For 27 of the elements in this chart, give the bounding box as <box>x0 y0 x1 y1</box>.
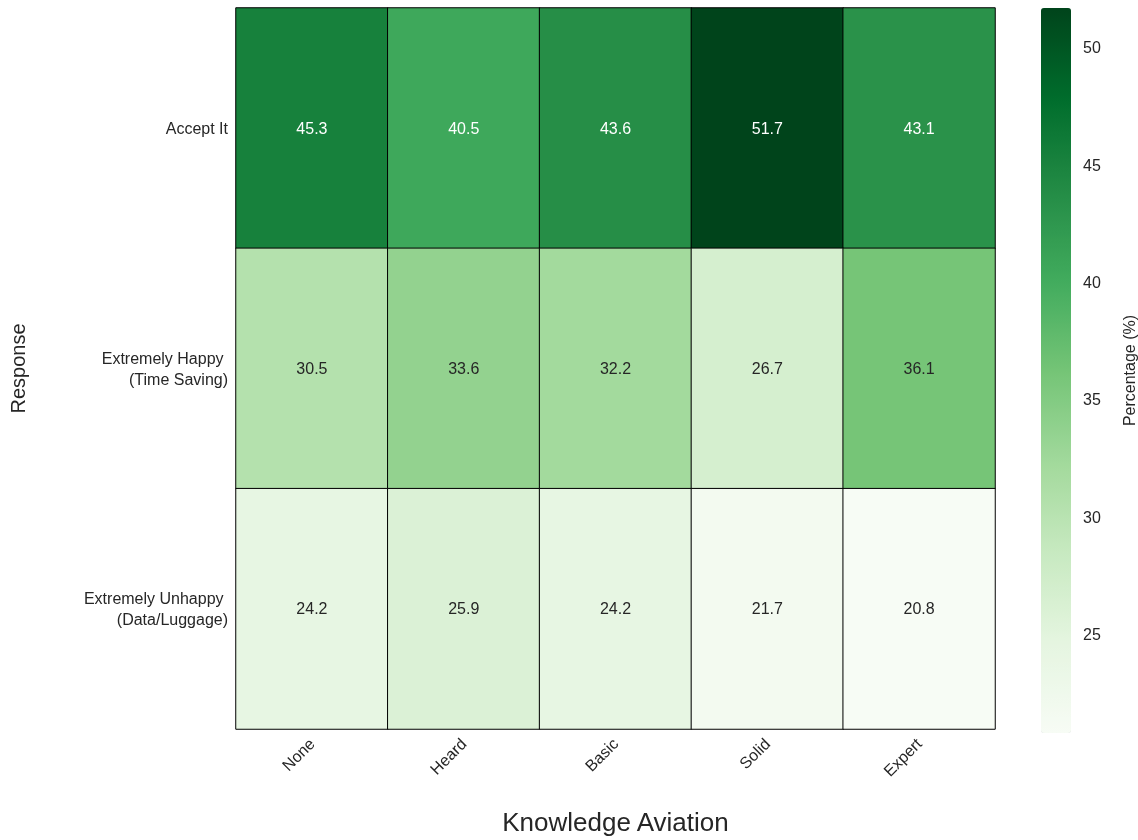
color-bar-label: 50 <box>1083 39 1101 57</box>
data-label: 24.2 <box>296 600 328 618</box>
data-label: 51.7 <box>751 119 783 137</box>
color-bar-label: 25 <box>1083 625 1101 643</box>
data-label: 33.6 <box>448 360 480 377</box>
x-axis-title: Knowledge Aviation <box>502 807 729 837</box>
data-label: 32.2 <box>599 360 632 377</box>
color-bar-label: 30 <box>1083 508 1101 526</box>
data-label: 45.3 <box>296 119 328 137</box>
data-label: 20.8 <box>903 600 935 618</box>
data-label: 43.6 <box>599 119 632 137</box>
data-label: 25.9 <box>448 600 480 618</box>
y-tick-label: Extremely Unhappy (Data/Luggage) <box>83 589 228 628</box>
color-bar-label: 40 <box>1083 274 1101 292</box>
color-bar-title: Percentage (%) <box>1120 314 1138 427</box>
color-bar-label: 45 <box>1083 156 1101 174</box>
y-axis-title: Response <box>7 323 29 414</box>
data-label: 26.7 <box>751 360 783 377</box>
data-label: 21.7 <box>751 600 783 618</box>
data-label: 43.1 <box>903 119 935 137</box>
data-label: 30.5 <box>296 360 328 377</box>
data-label: 40.5 <box>448 119 480 137</box>
y-tick-label: Accept It <box>165 119 229 137</box>
y-tick-label: Extremely Happy (Time Saving) <box>101 349 228 388</box>
data-label: 24.2 <box>599 600 632 618</box>
data-label: 36.1 <box>903 360 935 377</box>
color-bar-label: 35 <box>1083 391 1101 409</box>
